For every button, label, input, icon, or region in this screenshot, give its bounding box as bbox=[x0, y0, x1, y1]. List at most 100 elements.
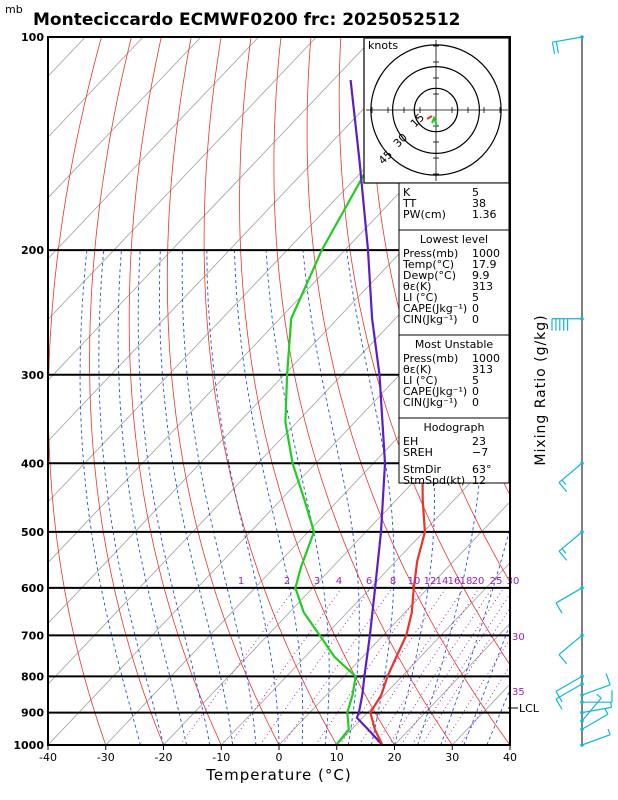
index-label: StmDir bbox=[403, 463, 442, 476]
wind-barb bbox=[555, 586, 584, 614]
temperature-tick-label: 10 bbox=[330, 751, 344, 764]
wind-barb-flag bbox=[551, 42, 556, 55]
wind-barb bbox=[580, 690, 613, 704]
index-value: 0 bbox=[472, 396, 479, 409]
isotherm-line bbox=[48, 37, 144, 138]
wind-barb bbox=[551, 35, 584, 55]
pressure-tick-label: 900 bbox=[21, 707, 44, 720]
x-axis-label: Temperature (°C) bbox=[205, 766, 351, 784]
wind-barb bbox=[558, 530, 584, 561]
index-value: 0 bbox=[472, 302, 479, 315]
index-label: SREH bbox=[403, 446, 433, 459]
index-label: θε(K) bbox=[403, 363, 431, 376]
hodograph-units: knots bbox=[368, 39, 398, 52]
index-label: Press(mb) bbox=[403, 352, 458, 365]
isotherms bbox=[48, 37, 510, 745]
index-label: CIN(Jkg⁻¹) bbox=[403, 396, 458, 409]
index-value: 63° bbox=[472, 463, 492, 476]
index-label: LI (°C) bbox=[403, 291, 438, 304]
mixing-ratio-label: 2 bbox=[284, 576, 290, 587]
mixing-ratio-label: 25 bbox=[490, 576, 503, 587]
temperature-axis: -40 -30 -20 -10 0 10 20 30 40 bbox=[39, 745, 517, 764]
wind-barb-flag bbox=[555, 41, 559, 54]
mixing-ratio-label: 1 bbox=[238, 576, 244, 587]
moist-adiabat-line bbox=[117, 250, 188, 745]
index-value: 12 bbox=[472, 474, 486, 487]
moist-adiabat-line bbox=[137, 250, 211, 745]
mixing-ratio-label: 30 bbox=[507, 576, 520, 587]
hodograph-trace-low bbox=[426, 115, 433, 120]
isotherm-line bbox=[48, 37, 260, 260]
isotherm-line bbox=[278, 501, 510, 745]
isotherm-line bbox=[48, 37, 375, 381]
index-value: 0 bbox=[472, 313, 479, 326]
dry-adiabat-line bbox=[89, 37, 164, 745]
wind-barb bbox=[555, 674, 584, 703]
pressure-tick-label: 200 bbox=[21, 244, 44, 257]
temperature-tick-label: -40 bbox=[39, 751, 57, 764]
mixing-ratio-line bbox=[259, 587, 372, 745]
mixing-ratio-line bbox=[411, 593, 510, 745]
temperature-tick-label: 0 bbox=[276, 751, 283, 764]
index-value: 9.9 bbox=[472, 269, 490, 282]
mixing-ratio-label: 20 bbox=[472, 576, 485, 587]
pressure-unit: mb bbox=[5, 3, 23, 16]
pressure-tick-label: 600 bbox=[21, 582, 44, 595]
indices-section-header: Lowest level bbox=[420, 233, 488, 246]
wind-barb-half-flag bbox=[596, 693, 602, 699]
index-label: θε(K) bbox=[403, 280, 431, 293]
index-value: 5 bbox=[472, 374, 479, 387]
mixing-ratio-label: 12 bbox=[424, 576, 437, 587]
wind-barb-staff bbox=[555, 587, 583, 604]
wind-barb bbox=[551, 316, 584, 331]
moist-adiabat-line bbox=[79, 250, 141, 745]
isotherm-line bbox=[48, 136, 510, 624]
pressure-tick-label: 1000 bbox=[13, 739, 44, 752]
hodograph-trace bbox=[431, 115, 438, 127]
theta-labels: 303530 bbox=[512, 632, 525, 698]
isotherm-line bbox=[48, 258, 510, 745]
wind-barbs bbox=[551, 35, 613, 747]
mixing-ratio-line bbox=[400, 587, 505, 745]
wind-barb-staff bbox=[581, 734, 611, 746]
dewpoint-line bbox=[284, 37, 451, 745]
mixing-ratio-labels: 1 2 3 4 6 8 10 12 14 16 18 20 25 30 bbox=[238, 576, 520, 587]
mixing-ratio-label: 10 bbox=[408, 576, 421, 587]
pressure-tick-label: 300 bbox=[21, 369, 44, 382]
wind-barb-staff bbox=[581, 684, 611, 696]
wind-barb bbox=[558, 461, 584, 493]
wind-barb-half-flag bbox=[561, 548, 567, 554]
isotherm-line bbox=[336, 562, 510, 745]
wind-barb-flag bbox=[558, 654, 568, 665]
index-label: Dewp(°C) bbox=[403, 269, 456, 282]
dry-adiabat-line bbox=[306, 37, 510, 745]
isotherm-line bbox=[220, 440, 510, 745]
wind-barb bbox=[580, 708, 609, 732]
wind-barb-flag bbox=[605, 673, 611, 685]
dry-adiabat-line bbox=[128, 37, 222, 745]
wind-barb-staff bbox=[558, 462, 583, 484]
wind-barb-half-flag bbox=[561, 479, 567, 486]
index-value: 1000 bbox=[472, 352, 500, 365]
index-value: 1.36 bbox=[472, 208, 497, 221]
index-value: 5 bbox=[472, 186, 479, 199]
indices-section-header: Most Unstable bbox=[415, 338, 494, 351]
mixing-ratio-label: 14 bbox=[436, 576, 449, 587]
mixing-ratio-label: 16 bbox=[448, 576, 461, 587]
pressure-tick-label: 400 bbox=[21, 457, 44, 470]
dry-adiabat-line bbox=[203, 37, 338, 745]
theta-label: 30 bbox=[512, 632, 525, 643]
index-label: Press(mb) bbox=[403, 247, 458, 260]
index-value: −7 bbox=[472, 446, 488, 459]
moist-adiabat-line bbox=[159, 250, 234, 745]
wind-barb-staff bbox=[558, 531, 583, 552]
index-value: 313 bbox=[472, 363, 493, 376]
isotherm-line bbox=[48, 37, 202, 199]
isotherm-line bbox=[48, 37, 433, 442]
wind-barb bbox=[580, 673, 611, 697]
index-label: TT bbox=[402, 197, 417, 210]
wind-barb-staff bbox=[581, 713, 609, 730]
